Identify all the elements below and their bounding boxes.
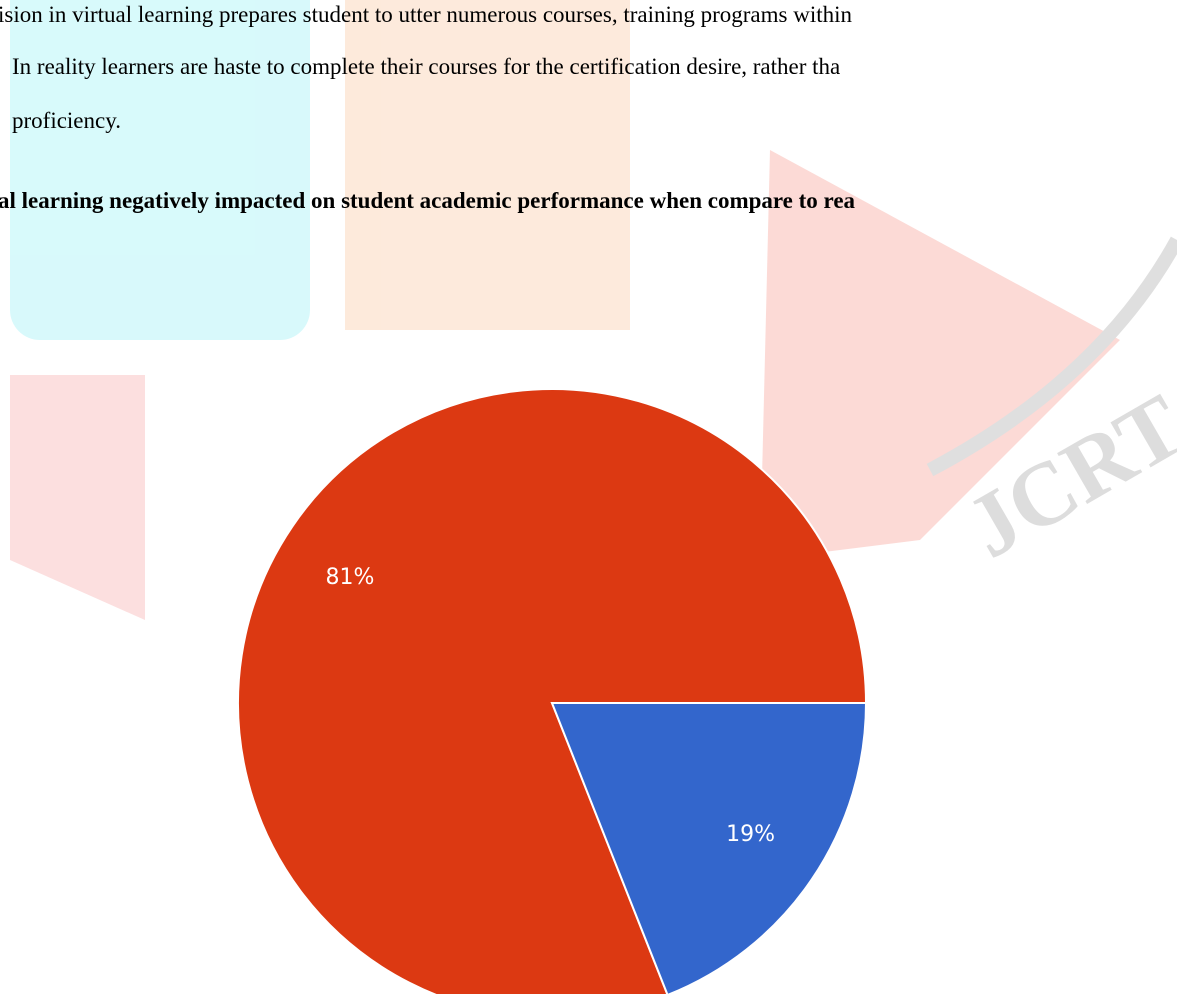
pie-chart: 81% 19% — [238, 389, 866, 994]
logo-panel — [345, 0, 630, 330]
heading: al learning negatively impacted on stude… — [0, 188, 856, 213]
document: JCRT ision in virtual learning prepares … — [0, 0, 1177, 994]
slice-label: 19% — [726, 822, 775, 847]
logo-panel — [10, 0, 310, 340]
logo-panel — [10, 375, 145, 620]
text-line: proficiency. — [12, 108, 121, 133]
text-line: In reality learners are haste to complet… — [12, 54, 840, 79]
text-line: ision in virtual learning prepares stude… — [0, 2, 853, 27]
page: JCRT ision in virtual learning prepares … — [0, 0, 1177, 994]
slice-label: 81% — [326, 565, 375, 590]
